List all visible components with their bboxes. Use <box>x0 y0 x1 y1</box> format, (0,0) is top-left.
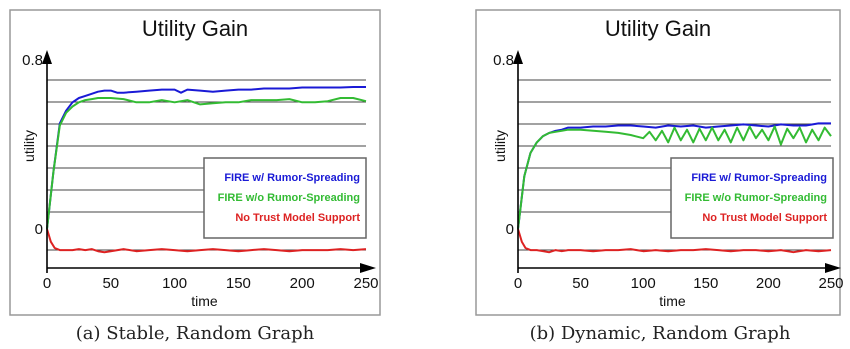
legend-entry: FIRE w/o Rumor-Spreading <box>685 192 827 204</box>
y-tick-label: 0.8 <box>493 52 514 69</box>
x-tick-label: 200 <box>756 275 781 292</box>
series-line-3 <box>517 228 832 254</box>
x-tick-label: 50 <box>102 275 119 292</box>
legend-entry: FIRE w/ Rumor-Spreading <box>224 172 360 184</box>
series-line-3 <box>46 228 367 254</box>
x-tick-label: 150 <box>693 275 718 292</box>
figure-caption: (a) Stable, Random Graph <box>76 323 315 344</box>
legend-entry: FIRE w/ Rumor-Spreading <box>691 172 827 184</box>
chart-title: Utility Gain <box>142 16 248 41</box>
y-axis-arrow <box>42 50 52 64</box>
x-tick-label: 0 <box>43 275 51 292</box>
figure-caption: (b) Dynamic, Random Graph <box>530 323 791 344</box>
legend: FIRE w/ Rumor-Spreading FIRE w/o Rumor-Sp… <box>670 157 834 239</box>
legend-entry: No Trust Model Support <box>702 212 827 224</box>
legend-box <box>203 157 367 239</box>
y-tick-label: 0 <box>35 221 43 238</box>
x-tick-label: 200 <box>290 275 315 292</box>
legend: FIRE w/ Rumor-Spreading FIRE w/o Rumor-Sp… <box>203 157 367 239</box>
y-tick-label: 0 <box>506 221 514 238</box>
x-tick-label: 150 <box>226 275 251 292</box>
x-axis-arrow <box>360 263 376 273</box>
y-axis-label: utility <box>21 130 37 162</box>
legend-entry: FIRE w/o Rumor-Spreading <box>218 192 360 204</box>
chart-title: Utility Gain <box>605 16 711 41</box>
x-axis-arrow <box>825 263 841 273</box>
chart-panel-2: Utility Gain 0 0.8 0 50 100 150 200 250 time utili… <box>475 9 844 344</box>
series-line-2 <box>517 125 832 230</box>
series-line-1 <box>46 86 366 230</box>
y-axis-arrow <box>513 50 523 64</box>
x-tick-label: 50 <box>572 275 589 292</box>
x-tick-label: 100 <box>162 275 187 292</box>
y-axis-label: utility <box>492 130 508 162</box>
x-tick-label: 100 <box>631 275 656 292</box>
x-tick-label: 0 <box>514 275 522 292</box>
series-line-2 <box>46 97 367 230</box>
legend-box <box>670 157 834 239</box>
legend-entry: No Trust Model Support <box>235 212 360 224</box>
x-axis-label: time <box>659 293 686 309</box>
x-tick-label: 250 <box>818 275 843 292</box>
chart-panel-1: Utility Gain 0 0.8 0 50 100 150 200 250 time utili… <box>9 9 381 344</box>
x-axis-label: time <box>191 293 218 309</box>
x-tick-label: 250 <box>353 275 378 292</box>
y-tick-label: 0.8 <box>22 52 43 69</box>
